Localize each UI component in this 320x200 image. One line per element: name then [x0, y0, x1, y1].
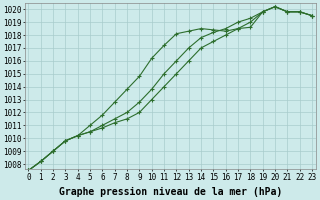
X-axis label: Graphe pression niveau de la mer (hPa): Graphe pression niveau de la mer (hPa) [59, 187, 282, 197]
